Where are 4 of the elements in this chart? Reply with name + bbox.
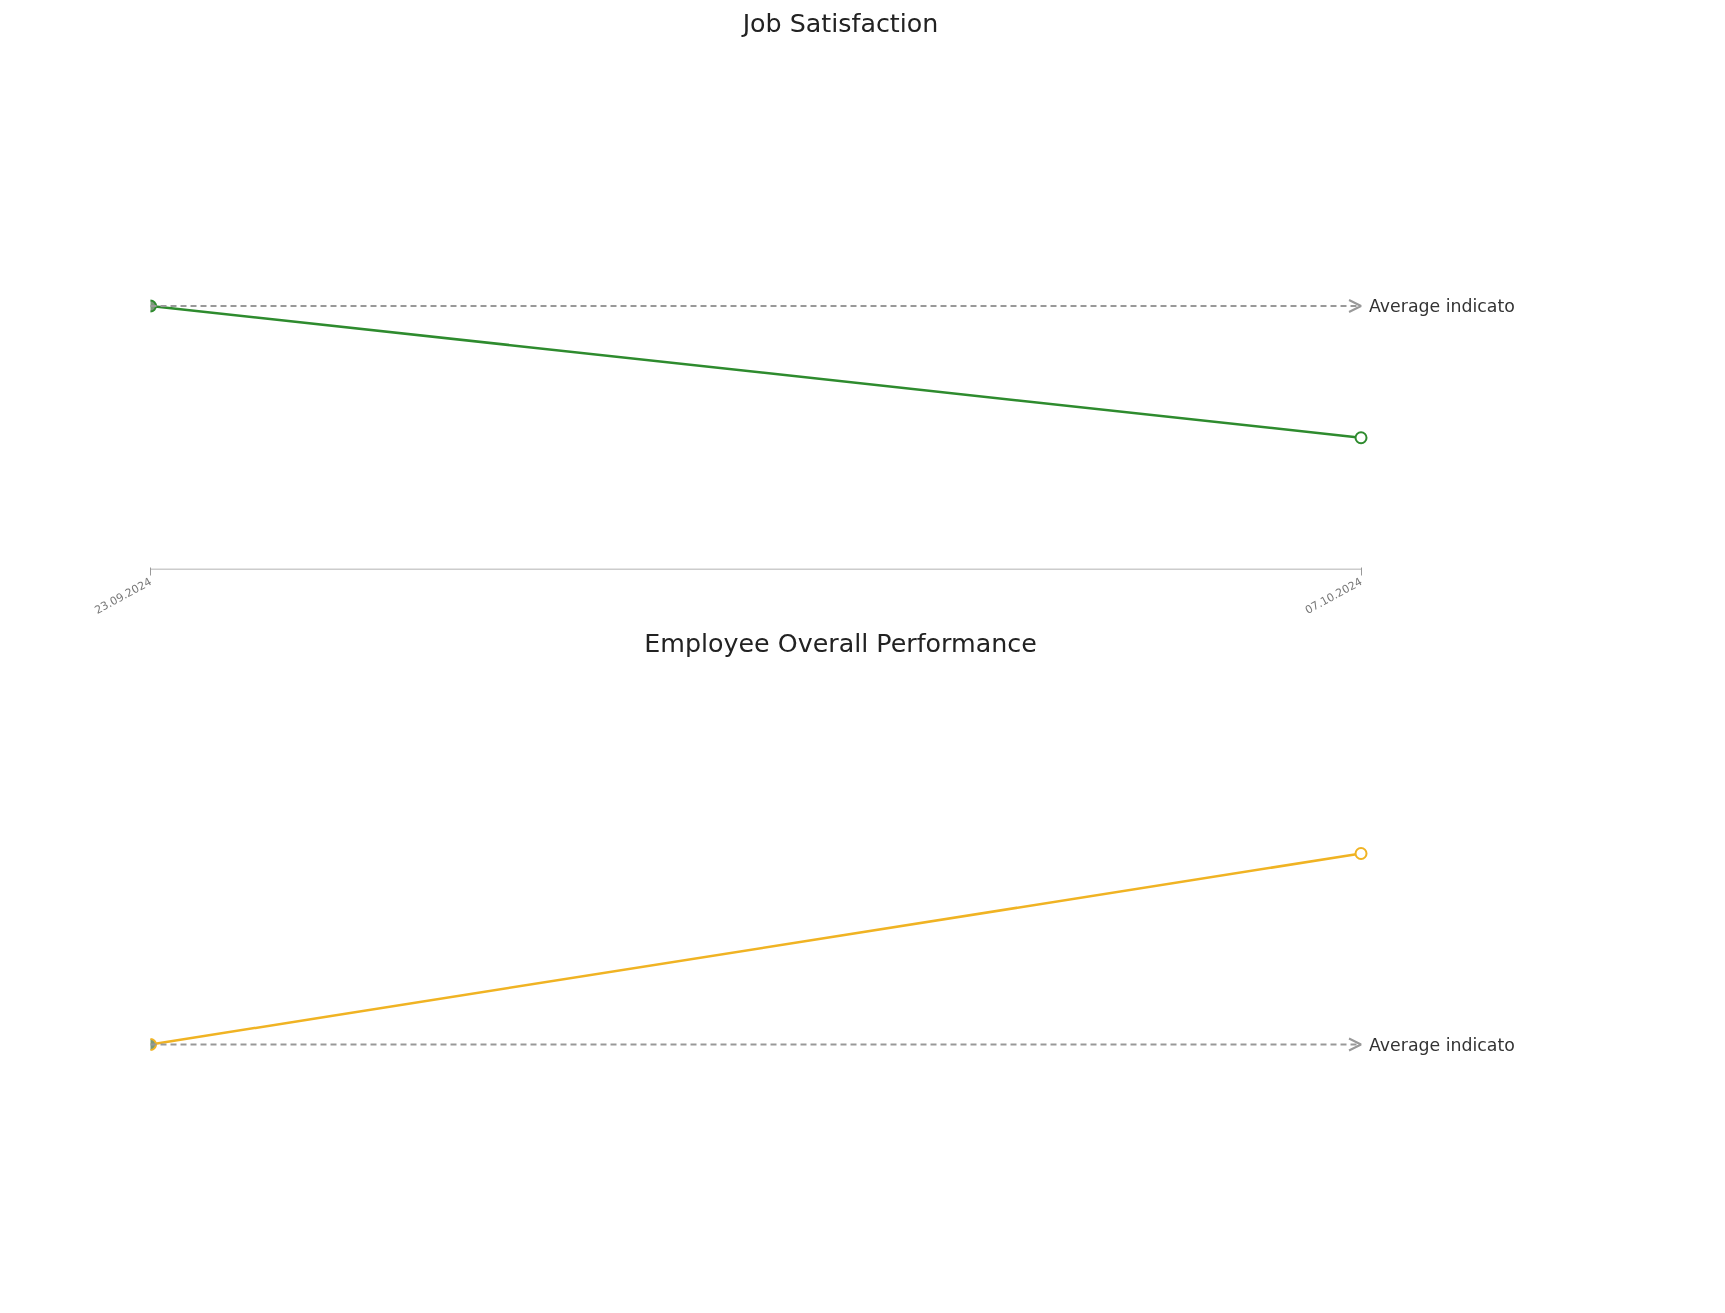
ref-line-label: Average indicato [1369, 1034, 1515, 1055]
chart-title: Employee Overall Performance [644, 627, 1037, 658]
chart-title: Job Satisfaction [740, 7, 939, 38]
ref-line-label: Average indicato [1369, 296, 1515, 316]
